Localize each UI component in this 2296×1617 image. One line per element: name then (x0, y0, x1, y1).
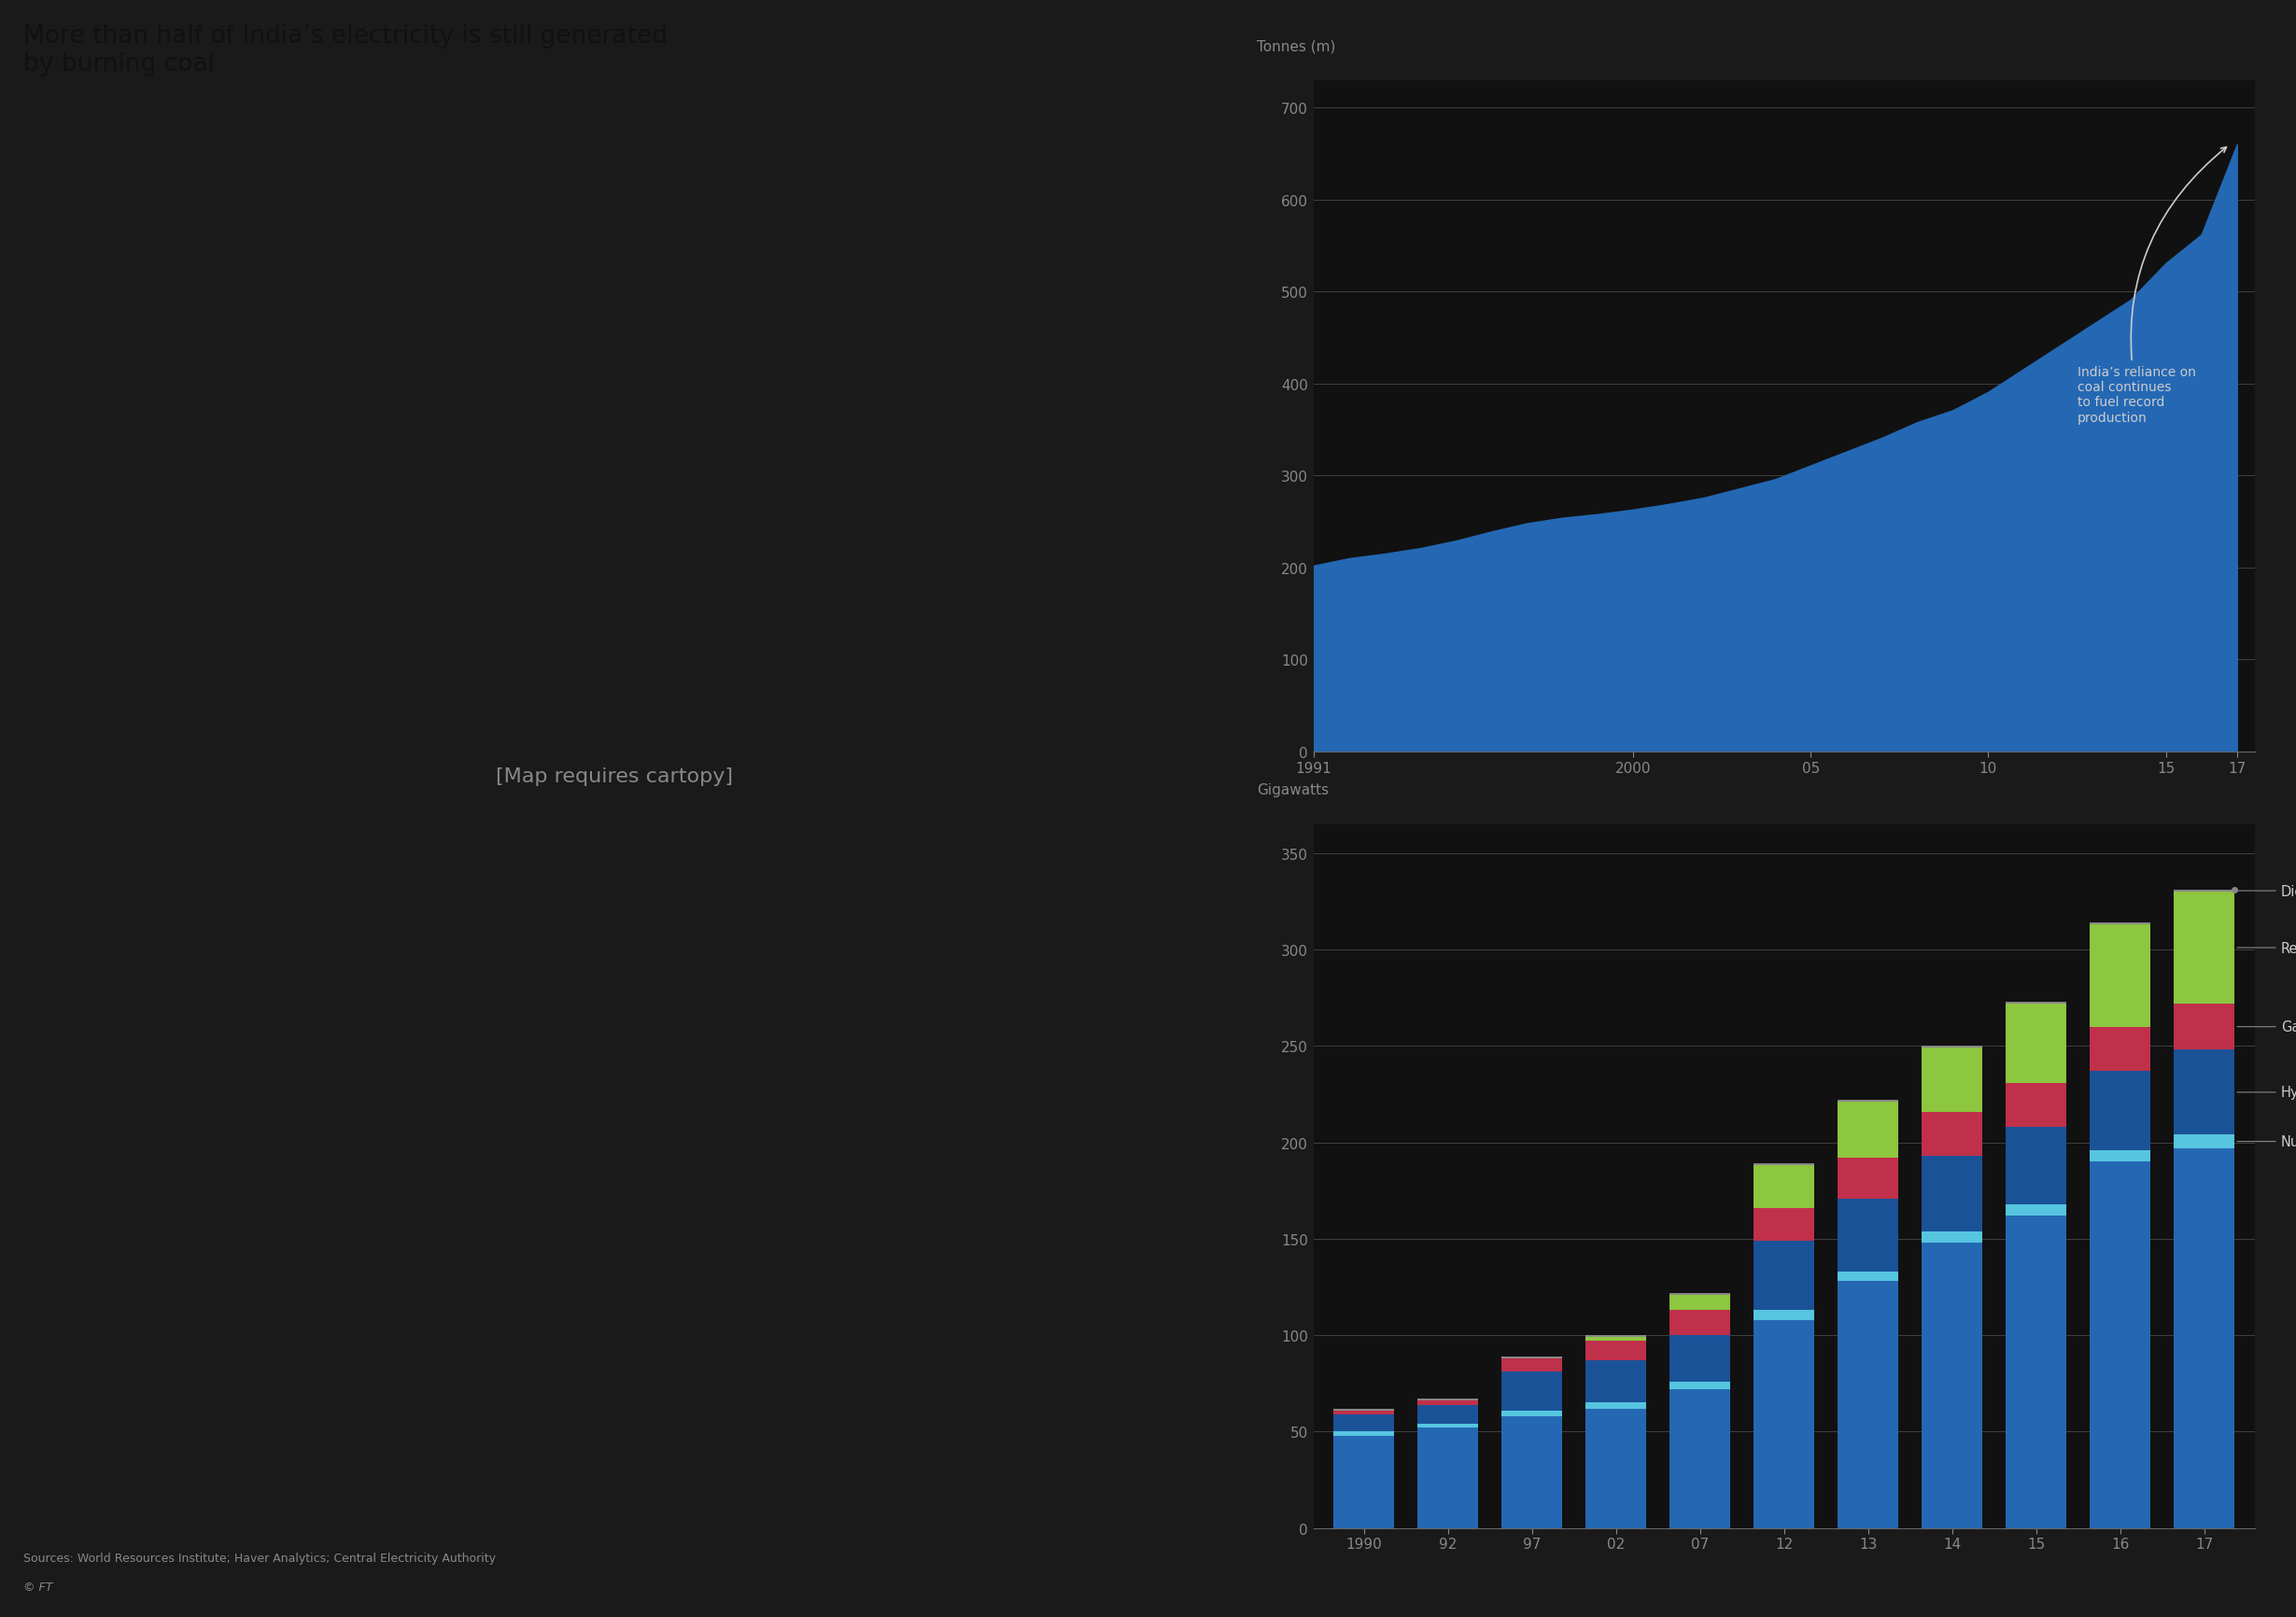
Bar (2174, 893, 2234, 1004)
Bar (2089, 1072, 2151, 1150)
Bar (1922, 1243, 1981, 1528)
Bar (1754, 1208, 1814, 1240)
Bar (1334, 1431, 1394, 1436)
Bar (1502, 1371, 1561, 1410)
Bar (1334, 1408, 1394, 1410)
Bar (1669, 1389, 1731, 1528)
Bar (2089, 1150, 2151, 1163)
Bar (1417, 1400, 1479, 1405)
Text: Diesel: Diesel (2236, 884, 2296, 897)
Bar (1334, 1436, 1394, 1528)
Bar (2174, 1135, 2234, 1148)
Bar (1754, 1319, 1814, 1528)
Bar (1922, 1112, 1981, 1156)
Bar (1417, 1425, 1479, 1428)
Bar (1587, 1337, 1646, 1340)
Bar (1754, 1310, 1814, 1319)
Bar (2007, 1083, 2066, 1127)
Bar (2089, 1027, 2151, 1072)
Bar (1502, 1357, 1561, 1358)
Bar (1334, 1410, 1394, 1415)
Bar (1587, 1360, 1646, 1404)
Bar (1669, 1310, 1731, 1336)
Bar (1417, 1428, 1479, 1528)
Bar (2007, 1205, 2066, 1216)
Text: More than half of India’s electricity is still generated
by burning coal: More than half of India’s electricity is… (23, 24, 668, 76)
Bar (1587, 1408, 1646, 1528)
Bar (1669, 1336, 1731, 1381)
Bar (2174, 1148, 2234, 1528)
Text: Nuclear: Nuclear (2236, 1135, 2296, 1148)
Bar (2007, 1003, 2066, 1004)
Bar (1754, 1166, 1814, 1208)
Text: © FT: © FT (23, 1580, 53, 1593)
Bar (1754, 1164, 1814, 1166)
Bar (1837, 1281, 1899, 1528)
Bar (2174, 1004, 2234, 1049)
Bar (1669, 1294, 1731, 1295)
Bar (2174, 891, 2234, 893)
Text: Sources: World Resources Institute; Haver Analytics; Central Electricity Authori: Sources: World Resources Institute; Have… (23, 1551, 496, 1564)
Bar (2007, 1216, 2066, 1528)
Bar (1837, 1198, 1899, 1271)
Bar (1417, 1405, 1479, 1425)
Text: Gigawatts: Gigawatts (1256, 783, 1329, 797)
Bar (1754, 1240, 1814, 1310)
Text: Tonnes (m): Tonnes (m) (1256, 40, 1336, 53)
Bar (1837, 1103, 1899, 1158)
Bar (1502, 1416, 1561, 1528)
Bar (1669, 1381, 1731, 1389)
Bar (1334, 1415, 1394, 1431)
Bar (1587, 1340, 1646, 1360)
Text: India’s reliance on
coal continues
to fuel record
production: India’s reliance on coal continues to fu… (2078, 147, 2227, 424)
Bar (1502, 1410, 1561, 1416)
Bar (1922, 1156, 1981, 1231)
Text: [Map requires cartopy]: [Map requires cartopy] (496, 766, 732, 786)
Bar (1837, 1271, 1899, 1281)
Bar (2089, 925, 2151, 1027)
Bar (1417, 1399, 1479, 1400)
Bar (2089, 1163, 2151, 1528)
Text: Gas: Gas (2236, 1020, 2296, 1033)
Bar (2089, 923, 2151, 925)
Text: Renewables: Renewables (2236, 941, 2296, 956)
Bar (1922, 1046, 1981, 1048)
Bar (1837, 1100, 1899, 1103)
Bar (1922, 1048, 1981, 1112)
Bar (2007, 1004, 2066, 1083)
Bar (2007, 1127, 2066, 1205)
Bar (1922, 1231, 1981, 1243)
Bar (1587, 1404, 1646, 1408)
Bar (1587, 1336, 1646, 1337)
Bar (1837, 1158, 1899, 1198)
Bar (1669, 1295, 1731, 1310)
Bar (1502, 1358, 1561, 1371)
Text: Hydro: Hydro (2236, 1085, 2296, 1100)
Bar (2174, 1049, 2234, 1135)
